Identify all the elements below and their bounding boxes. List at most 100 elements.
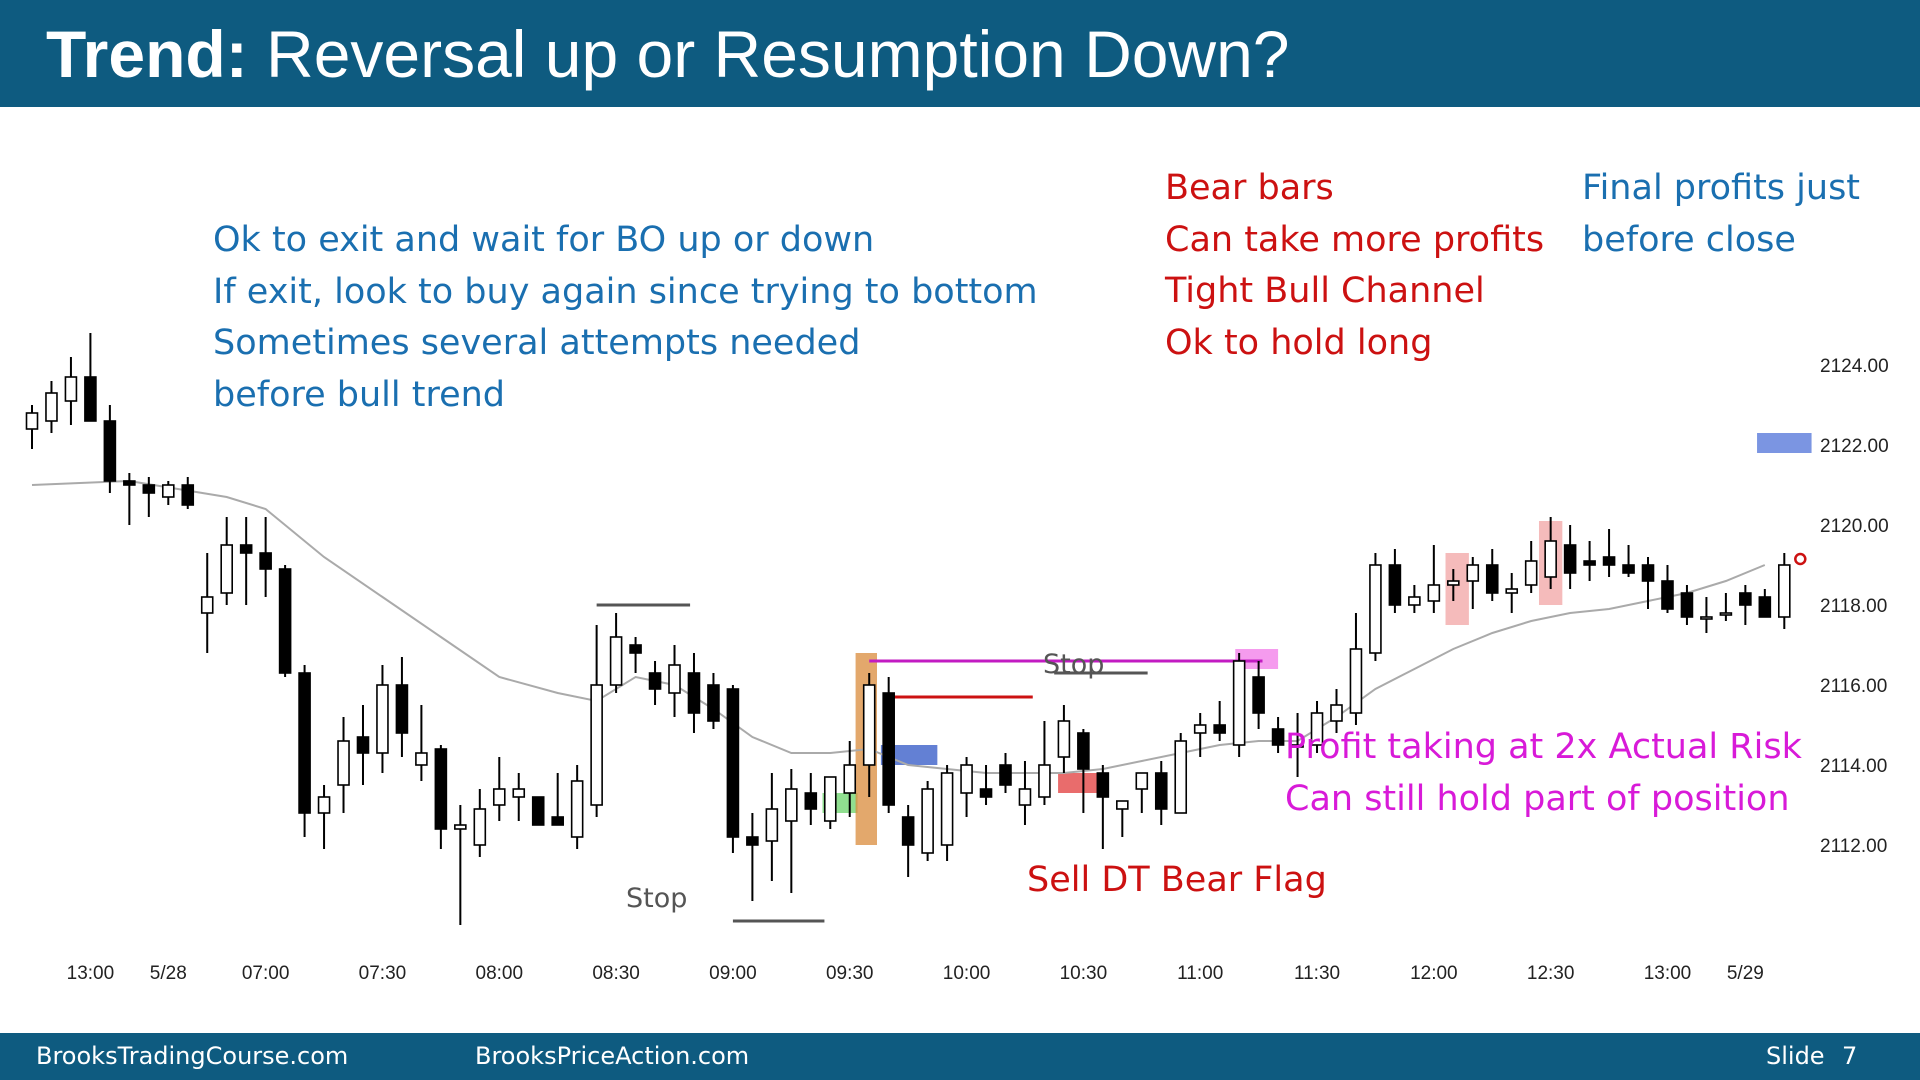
candle	[1310, 701, 1324, 753]
candle	[1427, 545, 1441, 613]
candle-body-bull	[1193, 724, 1207, 734]
candle-body-bull	[1291, 744, 1304, 748]
candle	[356, 705, 370, 785]
candle	[1077, 729, 1090, 813]
candle-body-bull	[454, 824, 467, 830]
candle	[687, 653, 701, 733]
stop-label-lower: Stop	[626, 883, 687, 914]
candle-body-bear	[1213, 724, 1226, 734]
candle-body-bull	[862, 684, 876, 766]
candle	[259, 517, 272, 597]
candle	[726, 685, 740, 853]
candle	[1135, 772, 1149, 813]
y-tick-label: 2118.00	[1820, 596, 1887, 617]
title-bar: Trend: Reversal up or Resumption Down?	[0, 0, 1920, 107]
candle-body-bear	[648, 672, 662, 690]
candle	[1330, 689, 1343, 733]
candle-body-bull	[570, 780, 584, 838]
candle-body-bear	[1583, 560, 1596, 566]
candle-body-bull	[785, 788, 798, 822]
candle	[609, 613, 623, 693]
candle	[454, 805, 467, 925]
x-tick-label: 08:00	[476, 963, 524, 984]
y-tick-label: 2124.00	[1820, 356, 1889, 377]
highlight-box-7	[1757, 433, 1812, 453]
y-axis: 2124.00 2122.00 2120.00 2118.00 2116.00 2114.…	[1820, 356, 1889, 857]
candle	[1174, 733, 1188, 814]
candle-body-bull	[1466, 564, 1480, 582]
footer-slide-label: Slide	[1766, 1042, 1825, 1070]
candle-body-bull	[492, 788, 506, 806]
candle-body-bull	[317, 796, 331, 814]
candle-body-bull	[1174, 740, 1188, 814]
candle-body-bear	[1680, 592, 1694, 618]
candle	[415, 705, 428, 781]
candle-body-bull	[1524, 560, 1538, 586]
candlestick-chart: 2124.00 2122.00 2120.00 2118.00 2116.00 2114.…	[25, 168, 1889, 984]
x-tick-label: 13:00	[67, 963, 115, 984]
blue-note-line-2: If exit, look to buy again since trying …	[213, 272, 1038, 312]
footer-bar: BrooksTradingCourse.com BrooksPriceActio…	[0, 1033, 1920, 1080]
candle-body-bull	[1349, 648, 1363, 714]
candle	[1778, 553, 1791, 629]
candle-body-bull	[590, 684, 603, 806]
candle	[473, 789, 487, 857]
candle-body-bear	[278, 568, 292, 674]
candle-body-bear	[1271, 728, 1285, 746]
final-note-line-1: Final profits just	[1582, 168, 1860, 208]
x-tick-label: 08:30	[592, 963, 640, 984]
x-tick-label: 07:30	[359, 963, 407, 984]
candle-body-bull	[45, 392, 58, 422]
candle-body-bull	[200, 596, 214, 614]
candle	[1213, 701, 1226, 741]
candle	[1057, 705, 1071, 773]
candle-body-bear	[1602, 556, 1616, 566]
candle	[648, 661, 662, 705]
candle-body-bear	[531, 796, 545, 826]
candle-body-bear	[999, 764, 1012, 786]
x-tick-label: 5/28	[150, 963, 187, 984]
candle	[181, 477, 195, 509]
candle	[921, 781, 934, 861]
candle-body-bull	[415, 752, 428, 766]
candle	[551, 773, 564, 826]
x-tick-label: 10:00	[943, 963, 991, 984]
blue-note-line-3: Sometimes several attempts needed	[213, 323, 860, 363]
candle-body-bull	[1427, 584, 1441, 602]
candle	[1447, 569, 1460, 601]
candle-body-bear	[142, 484, 156, 494]
candle	[1505, 573, 1519, 613]
y-tick-label: 2114.00	[1820, 756, 1887, 777]
candle	[1038, 721, 1051, 805]
candle-body-bull	[1778, 564, 1791, 618]
candle	[979, 765, 993, 805]
candle	[1466, 557, 1480, 609]
x-tick-label: 09:00	[709, 963, 757, 984]
x-tick-label: 11:00	[1177, 963, 1223, 984]
candle-body-bull	[1369, 564, 1382, 654]
candle	[239, 517, 253, 605]
candle-body-bull	[960, 764, 973, 794]
slide-title-bold: Trend:	[46, 17, 248, 91]
candle-body-bull	[921, 788, 934, 854]
candle	[1252, 661, 1265, 729]
x-tick-label: 09:30	[826, 963, 874, 984]
candle-body-bear	[707, 684, 720, 722]
candle-body-bear	[1077, 732, 1090, 770]
candle	[1544, 517, 1557, 589]
candle	[278, 565, 292, 677]
candle	[1524, 541, 1538, 593]
blue-note-line-1: Ok to exit and wait for BO up or down	[213, 220, 874, 260]
candle	[862, 673, 876, 797]
candle	[317, 785, 331, 849]
candle	[804, 773, 818, 825]
footer-site-brookstradingcourse: BrooksTradingCourse.com	[36, 1042, 349, 1070]
candle-body-bull	[1330, 704, 1343, 722]
candle-body-bear	[901, 816, 915, 846]
candle-body-bull	[609, 636, 623, 686]
candle-body-bull	[1505, 588, 1519, 594]
candle-body-bear	[1661, 580, 1674, 610]
y-tick-label: 2120.00	[1820, 516, 1889, 537]
candle-body-bear	[298, 672, 311, 814]
candle-body-bear	[979, 788, 993, 798]
